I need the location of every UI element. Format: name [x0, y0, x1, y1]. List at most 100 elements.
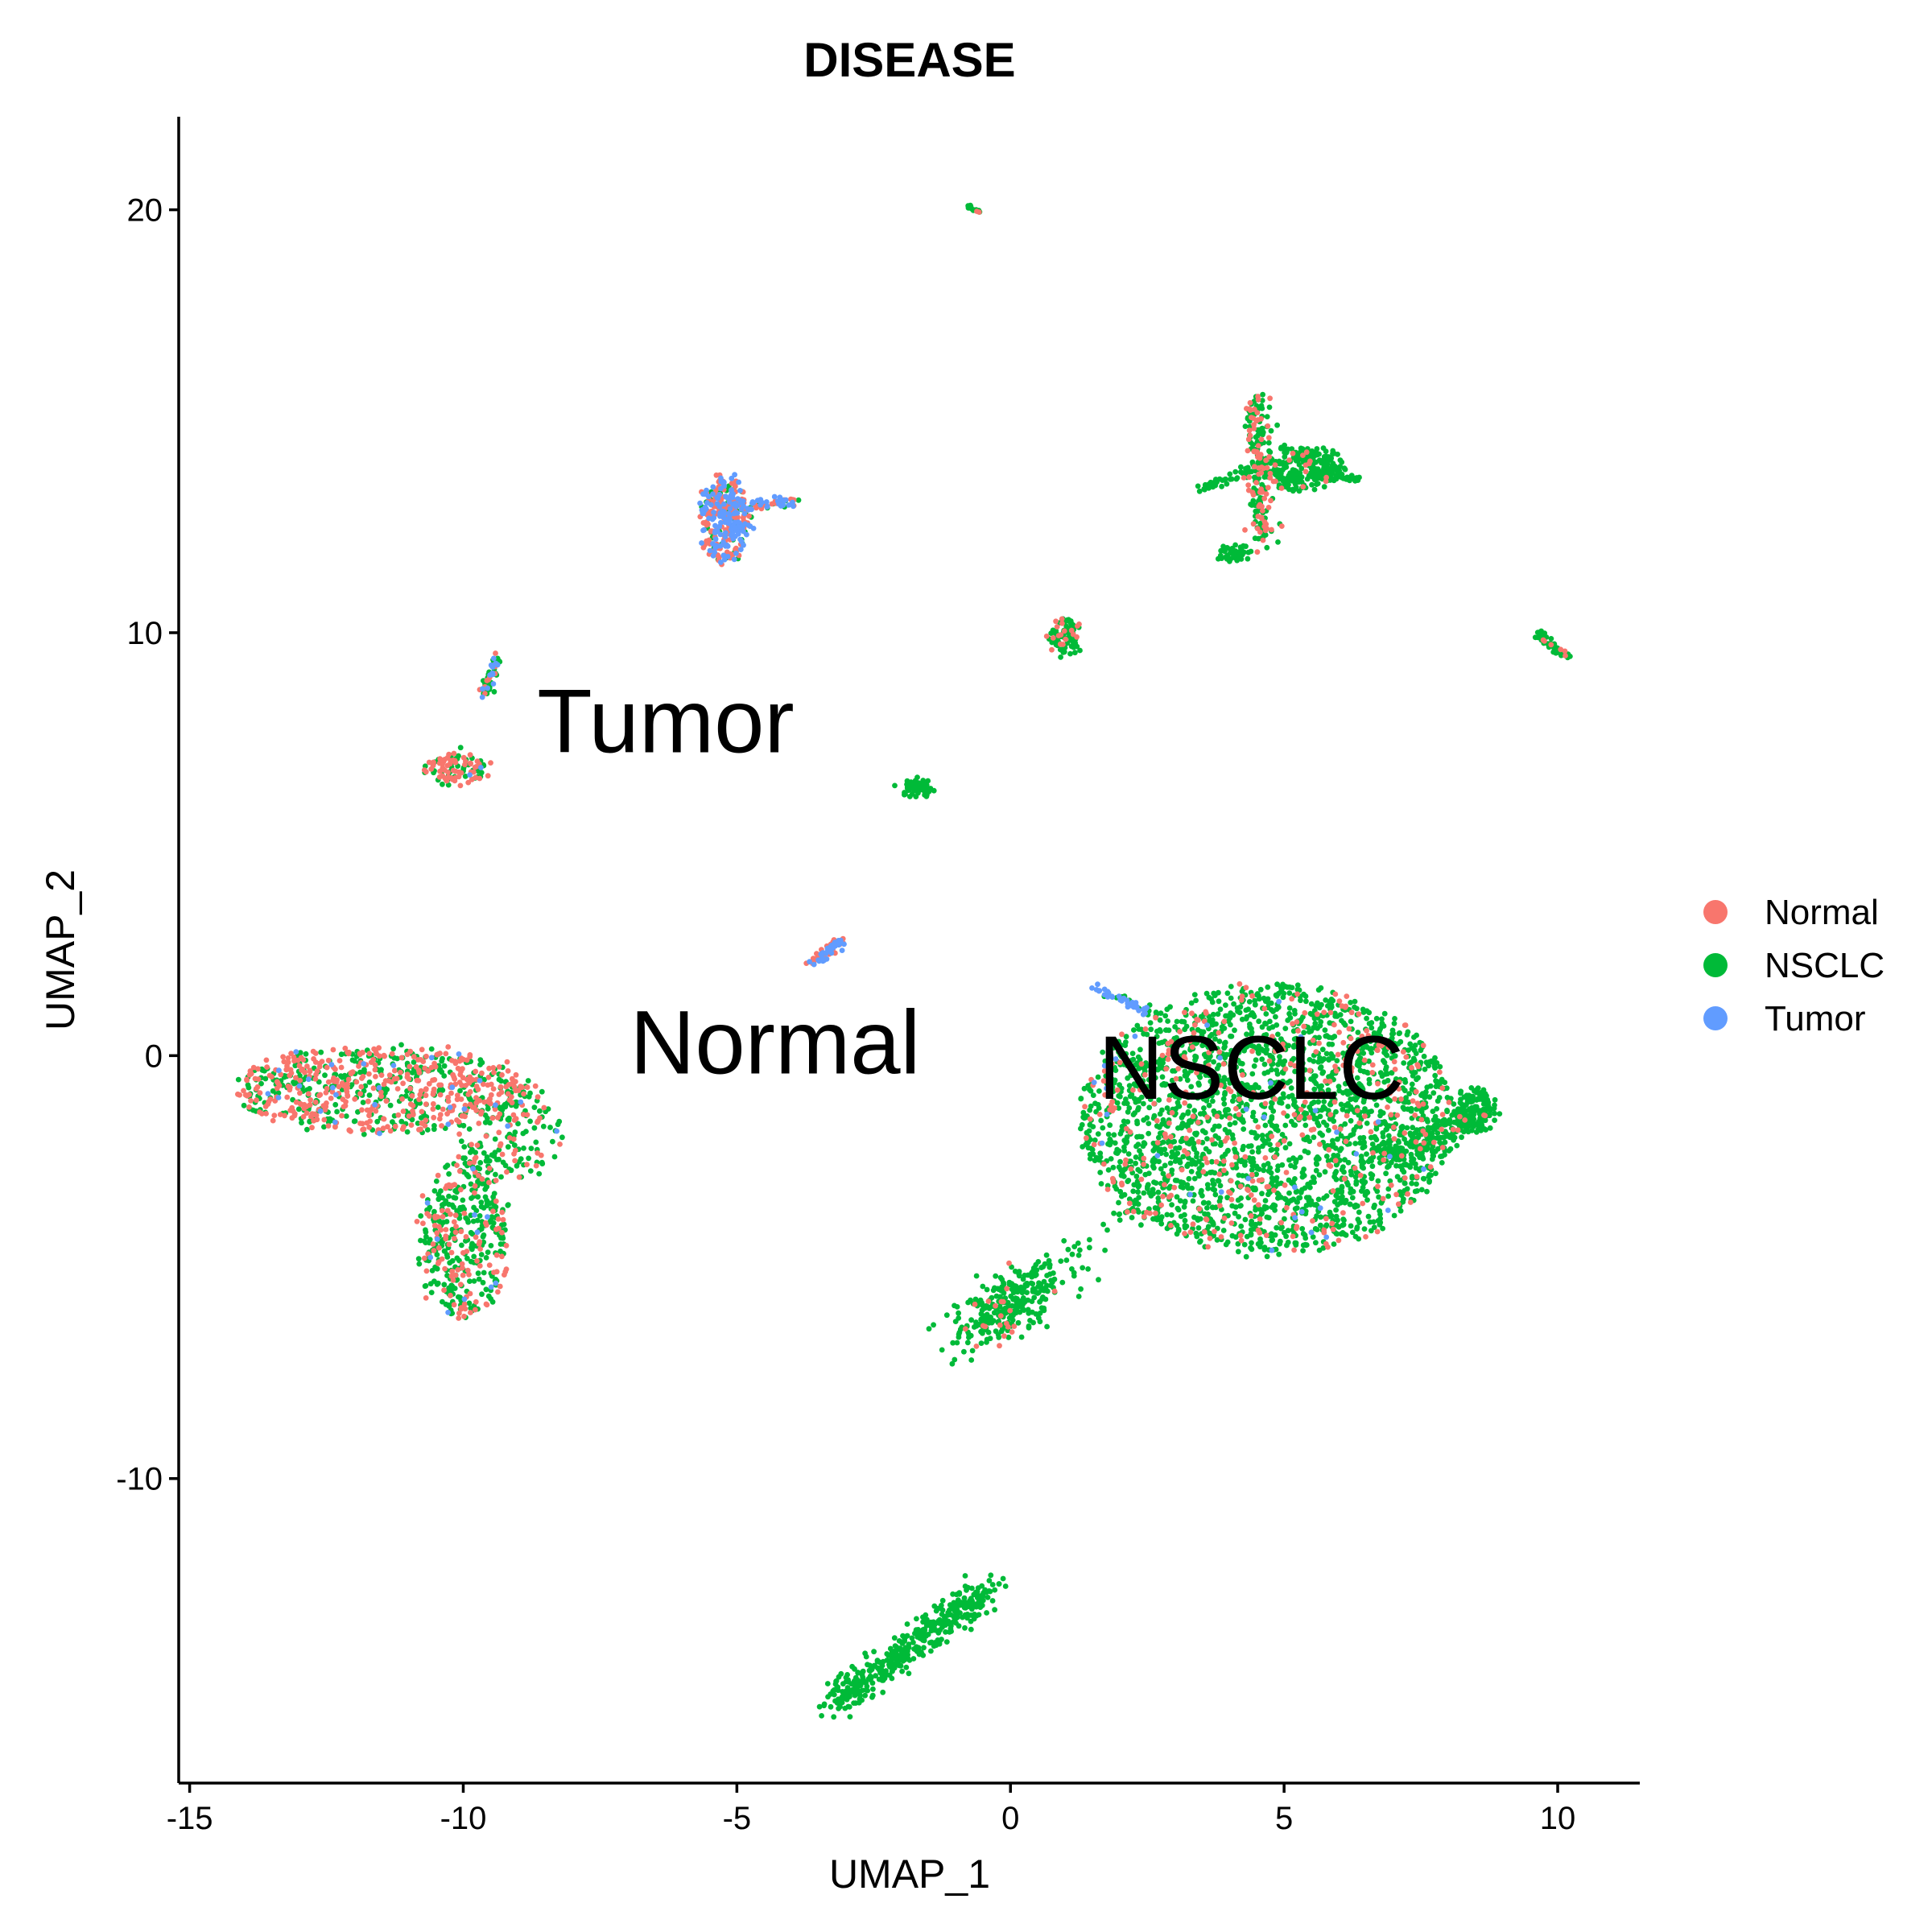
data-point: [1172, 1158, 1179, 1164]
data-point: [1160, 1117, 1166, 1123]
data-point: [1340, 1051, 1346, 1056]
data-point: [1192, 1053, 1198, 1059]
data-point: [1188, 1000, 1195, 1006]
data-point: [1323, 1033, 1329, 1039]
data-point: [1249, 441, 1256, 448]
data-point: [1097, 1170, 1104, 1175]
data-point: [469, 1242, 475, 1249]
data-point: [475, 1270, 481, 1277]
data-point: [831, 1687, 837, 1693]
data-point: [1397, 1208, 1404, 1214]
data-point: [1312, 1020, 1319, 1026]
data-point: [1397, 1177, 1403, 1183]
data-point: [1368, 1108, 1374, 1114]
data-point: [1366, 1080, 1373, 1087]
data-point: [1267, 1141, 1273, 1148]
data-point: [1190, 1091, 1195, 1097]
data-point: [1087, 1156, 1093, 1162]
data-point: [1261, 1032, 1267, 1038]
data-point: [1107, 1122, 1113, 1129]
data-point: [1189, 1185, 1195, 1191]
data-point: [1089, 1146, 1096, 1153]
data-point: [1202, 1041, 1208, 1047]
data-point: [1077, 1247, 1083, 1253]
data-point: [555, 1121, 561, 1128]
data-point: [1377, 1219, 1383, 1225]
data-point: [1321, 1119, 1327, 1125]
data-point: [1041, 1278, 1047, 1285]
data-point: [1228, 1034, 1235, 1039]
data-point: [1359, 1188, 1364, 1194]
data-point: [404, 1129, 411, 1135]
data-point: [943, 1639, 950, 1645]
data-point: [539, 1159, 545, 1166]
data-point: [996, 1334, 1002, 1340]
data-point: [984, 1336, 990, 1343]
data-point: [1332, 1010, 1338, 1017]
data-point: [303, 1051, 309, 1057]
data-point: [1361, 1140, 1367, 1146]
data-point: [1330, 1226, 1336, 1232]
data-point: [1268, 1104, 1274, 1111]
data-point: [1293, 479, 1298, 485]
data-point: [1135, 1141, 1141, 1147]
data-point: [334, 1108, 340, 1115]
data-point: [1246, 999, 1253, 1005]
data-point: [1015, 1319, 1022, 1326]
data-point: [1233, 1064, 1239, 1071]
data-point: [922, 792, 927, 798]
data-point: [1222, 477, 1228, 482]
data-point: [1270, 1176, 1277, 1183]
data-point: [1222, 1092, 1228, 1097]
data-point: [1222, 1039, 1228, 1046]
data-point: [1075, 1253, 1082, 1258]
data-point: [1191, 992, 1198, 997]
data-point: [1203, 990, 1210, 997]
data-point: [1279, 1162, 1286, 1168]
data-point: [1242, 423, 1249, 429]
data-point: [1190, 1221, 1196, 1228]
data-point: [1342, 1121, 1348, 1127]
data-point: [1315, 1099, 1322, 1105]
data-point: [1355, 1060, 1360, 1067]
data-point: [1160, 1139, 1166, 1146]
data-point: [1169, 1212, 1174, 1218]
data-point: [1277, 460, 1283, 467]
data-point: [1280, 467, 1286, 473]
data-point: [1359, 1090, 1365, 1096]
data-point: [1171, 1184, 1178, 1191]
data-point: [1282, 1182, 1288, 1188]
data-point: [351, 1118, 357, 1125]
data-point: [1255, 1149, 1261, 1155]
data-point: [1336, 998, 1343, 1004]
data-point: [1105, 1167, 1112, 1173]
data-point: [547, 1125, 553, 1130]
data-point: [1261, 1245, 1268, 1250]
data-point: [952, 1605, 959, 1611]
data-point: [962, 1624, 968, 1631]
data-point: [1339, 1197, 1345, 1203]
data-point: [1390, 1030, 1397, 1037]
data-point: [816, 1703, 823, 1710]
data-point: [1293, 458, 1299, 464]
data-point: [1121, 1173, 1127, 1179]
data-point: [1356, 1011, 1362, 1018]
data-point: [973, 1319, 979, 1325]
data-point: [1426, 1174, 1432, 1179]
data-point: [1381, 1058, 1386, 1063]
data-point: [1177, 1198, 1183, 1204]
data-point: [1248, 1245, 1253, 1251]
data-point: [528, 1146, 535, 1151]
data-point: [1030, 1319, 1036, 1326]
data-point: [1228, 1047, 1235, 1054]
data-point: [431, 1126, 437, 1133]
data-point: [1368, 1228, 1374, 1234]
data-point: [318, 1049, 324, 1055]
data-point: [418, 1237, 423, 1244]
data-point: [479, 1291, 485, 1298]
data-point: [1382, 1141, 1389, 1146]
data-point: [1100, 1221, 1106, 1228]
data-point: [1332, 1170, 1338, 1176]
data-point: [1281, 1137, 1287, 1144]
data-point: [986, 1306, 993, 1311]
